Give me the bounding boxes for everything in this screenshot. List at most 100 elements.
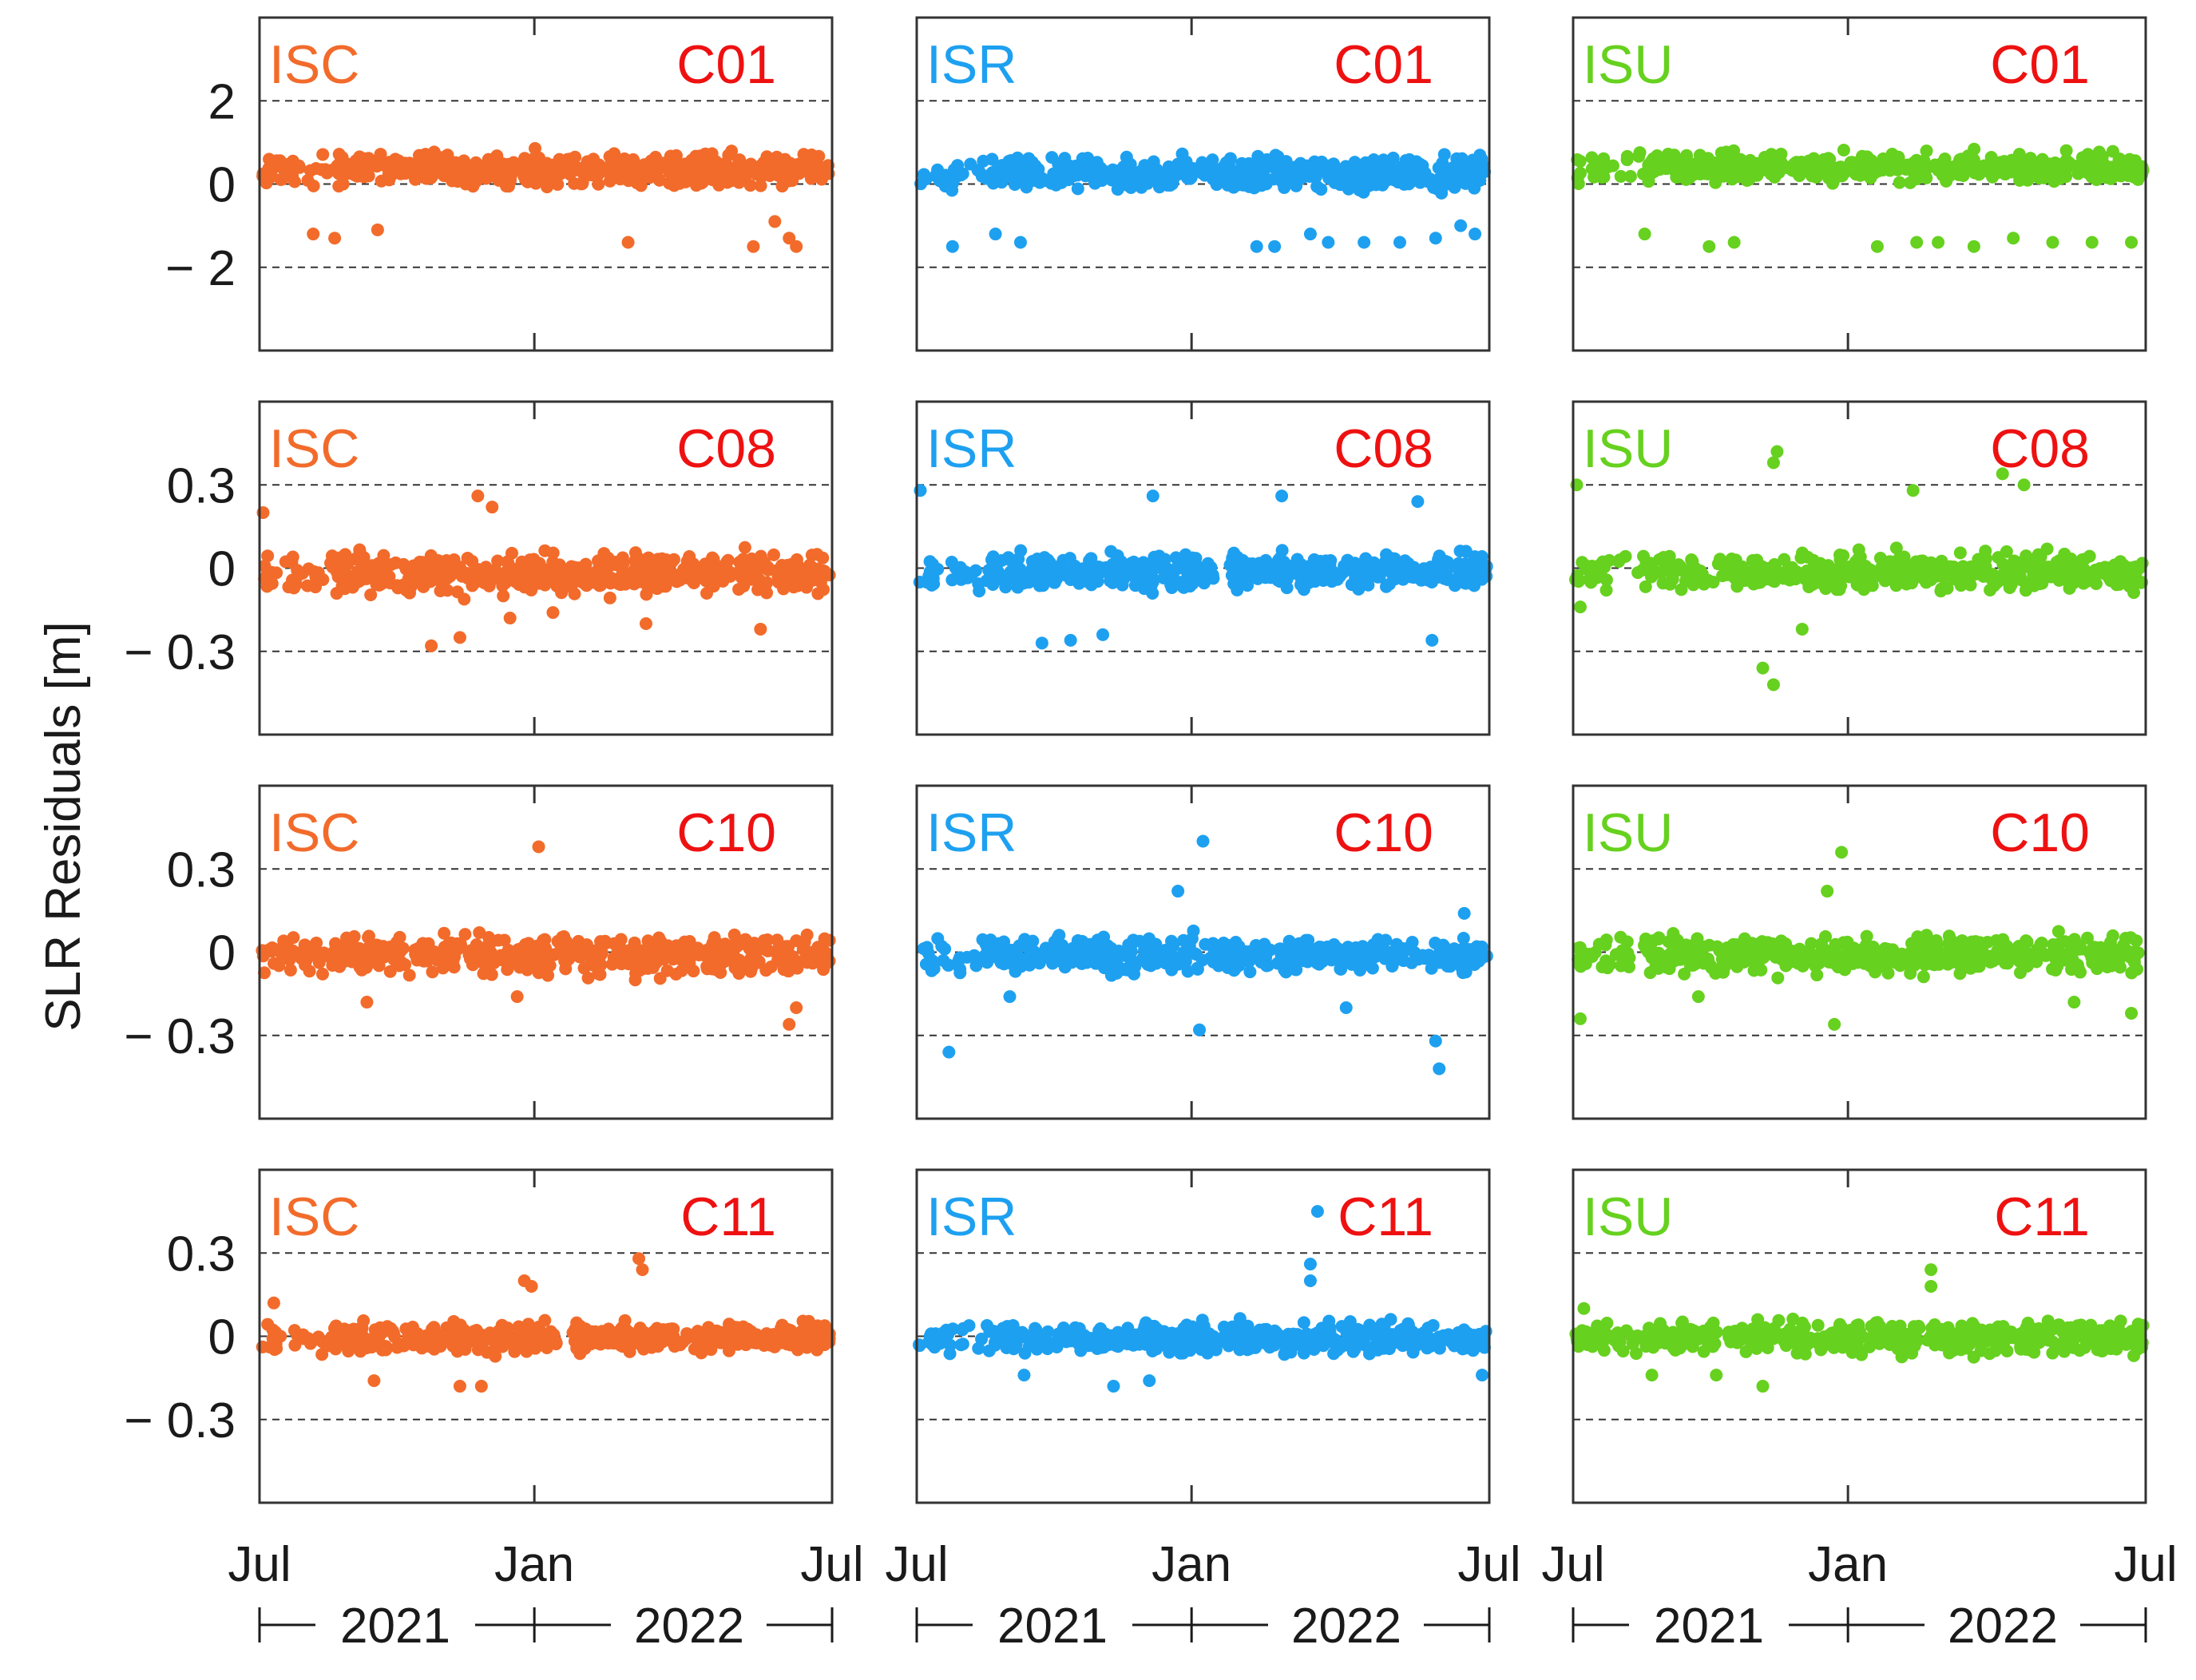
data-point xyxy=(1948,565,1961,578)
data-point xyxy=(462,571,476,584)
data-point xyxy=(1779,937,1793,951)
data-point xyxy=(1336,162,1350,176)
data-point xyxy=(715,159,728,172)
data-point xyxy=(773,164,787,178)
data-point xyxy=(1837,143,1850,157)
data-point xyxy=(1178,954,1191,968)
data-point xyxy=(315,967,329,981)
data-point xyxy=(1740,173,1754,187)
data-point xyxy=(1475,153,1488,166)
data-point xyxy=(347,940,361,953)
data-point xyxy=(440,554,454,568)
data-point xyxy=(625,164,639,177)
data-point xyxy=(525,566,538,580)
data-point xyxy=(492,173,505,187)
data-point xyxy=(802,955,815,969)
data-point xyxy=(2106,145,2119,158)
data-point-outlier xyxy=(503,612,517,625)
data-point xyxy=(336,177,350,191)
data-point xyxy=(2028,169,2042,183)
data-point-outlier xyxy=(1691,990,1705,1004)
data-point xyxy=(1814,577,1828,590)
data-point xyxy=(1893,176,1906,189)
data-point xyxy=(379,157,393,170)
data-point xyxy=(700,1342,713,1356)
data-point xyxy=(432,573,446,587)
data-point xyxy=(1136,951,1150,965)
data-point xyxy=(1839,165,1853,179)
series-ISU xyxy=(1572,846,2145,1031)
data-point xyxy=(1306,945,1319,958)
solution-label: ISC xyxy=(269,802,359,863)
data-point xyxy=(331,567,345,580)
data-point xyxy=(538,544,552,557)
data-point xyxy=(922,569,936,583)
data-point xyxy=(1861,943,1875,957)
data-point xyxy=(369,561,383,575)
data-point xyxy=(1013,562,1027,576)
data-point-outlier xyxy=(1393,236,1406,249)
data-point-outlier xyxy=(945,240,959,253)
series-ISR xyxy=(914,147,1492,253)
data-point xyxy=(2064,555,2078,569)
data-point xyxy=(1350,174,1363,188)
data-point xyxy=(989,573,1002,587)
data-point xyxy=(1005,943,1018,957)
data-point xyxy=(569,150,582,164)
data-point xyxy=(1841,942,1855,956)
satellite-label: C01 xyxy=(1334,34,1433,95)
data-point xyxy=(931,932,945,945)
data-point xyxy=(1434,561,1448,574)
data-point xyxy=(1573,166,1587,180)
data-point xyxy=(1425,956,1439,969)
data-point xyxy=(1643,157,1656,171)
data-point xyxy=(1904,176,1917,189)
panel-frame xyxy=(915,16,1491,352)
data-point xyxy=(1831,961,1845,974)
data-point xyxy=(1891,163,1905,176)
data-point-outlier xyxy=(1828,1017,1841,1031)
data-point-outlier xyxy=(783,1017,796,1031)
data-point xyxy=(1968,568,1981,581)
data-point xyxy=(610,157,624,170)
data-point xyxy=(1433,549,1446,563)
data-point-outlier xyxy=(1702,240,1716,253)
data-point xyxy=(1592,937,1606,951)
data-point xyxy=(1457,564,1470,577)
data-point xyxy=(1669,945,1683,959)
data-point xyxy=(1025,174,1039,188)
data-point xyxy=(1999,168,2012,181)
data-point xyxy=(1892,152,1905,165)
data-point xyxy=(1724,948,1738,961)
series-ISR xyxy=(917,834,1493,1076)
data-point xyxy=(687,965,700,978)
data-point xyxy=(353,543,367,557)
data-point xyxy=(1453,174,1466,188)
data-point xyxy=(751,165,764,179)
satellite-label: C08 xyxy=(1334,418,1433,479)
data-point xyxy=(995,176,1009,189)
data-point xyxy=(1075,957,1088,970)
panel-ISU-C10: ISU C10 xyxy=(1572,784,2147,1120)
data-point-outlier xyxy=(1870,240,1884,253)
data-point xyxy=(1659,162,1673,176)
data-point xyxy=(273,154,287,168)
data-point xyxy=(739,168,752,181)
data-point xyxy=(1455,961,1469,975)
data-point xyxy=(1342,182,1355,196)
data-point xyxy=(1645,949,1659,962)
data-point xyxy=(1576,556,1589,569)
data-point xyxy=(1099,960,1112,973)
data-point xyxy=(1691,932,1704,945)
data-point xyxy=(1294,942,1308,956)
data-point xyxy=(1453,545,1467,558)
data-point xyxy=(760,576,774,589)
data-point xyxy=(1089,160,1103,173)
data-point xyxy=(1377,153,1390,167)
data-point xyxy=(1128,967,1141,981)
data-point xyxy=(670,945,684,959)
data-point-outlier xyxy=(1821,885,1834,898)
data-point xyxy=(792,167,806,180)
data-point xyxy=(1757,949,1770,962)
data-point xyxy=(2048,172,2062,185)
